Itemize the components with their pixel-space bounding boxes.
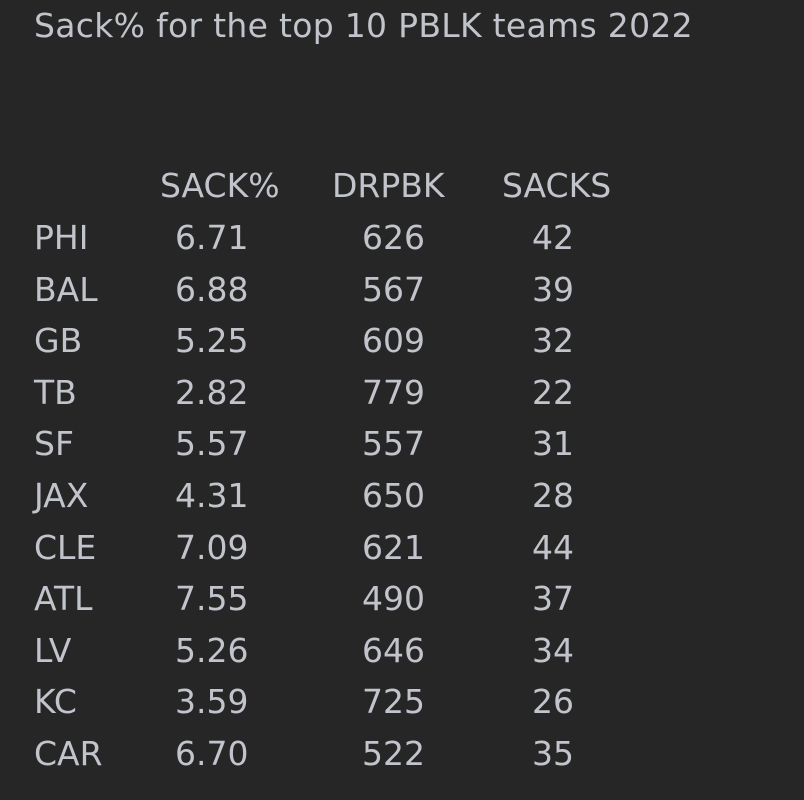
- drpbk-cell: 567: [362, 269, 425, 309]
- team-cell: SF: [34, 424, 74, 464]
- sacks-cell: 28: [532, 476, 574, 515]
- sack-pct-cell: 6.70: [175, 734, 249, 773]
- column-header-sacks: SACKS: [502, 166, 612, 205]
- column-header-drpbk: DRPBK: [332, 166, 445, 205]
- sacks-cell: 26: [532, 682, 574, 722]
- sack-pct-cell: 6.71: [175, 218, 249, 257]
- sack-pct-cell: 6.88: [175, 269, 249, 309]
- team-cell: KC: [34, 682, 77, 722]
- sacks-cell: 44: [532, 527, 574, 567]
- team-cell: TB: [34, 372, 77, 412]
- drpbk-cell: 609: [362, 321, 425, 361]
- sacks-cell: 42: [532, 218, 574, 257]
- sack-pct-cell: 7.55: [175, 579, 249, 619]
- sacks-cell: 34: [532, 630, 574, 670]
- team-cell: CAR: [34, 734, 103, 773]
- page-title: Sack% for the top 10 PBLK teams 2022: [34, 6, 693, 45]
- sacks-cell: 31: [532, 424, 574, 464]
- team-cell: CLE: [34, 527, 97, 567]
- team-cell: ATL: [34, 579, 93, 619]
- drpbk-cell: 725: [362, 682, 425, 722]
- sacks-cell: 39: [532, 269, 574, 309]
- drpbk-cell: 779: [362, 372, 425, 412]
- sack-pct-cell: 5.26: [175, 630, 249, 670]
- drpbk-cell: 522: [362, 734, 425, 773]
- drpbk-cell: 646: [362, 630, 425, 670]
- team-cell: PHI: [34, 218, 89, 257]
- sacks-cell: 22: [532, 372, 574, 412]
- drpbk-cell: 621: [362, 527, 425, 567]
- drpbk-cell: 490: [362, 579, 425, 619]
- drpbk-cell: 557: [362, 424, 425, 464]
- sack-pct-cell: 2.82: [175, 372, 249, 412]
- sack-pct-cell: 7.09: [175, 527, 249, 567]
- team-cell: JAX: [34, 476, 89, 515]
- drpbk-cell: 650: [362, 476, 425, 515]
- team-cell: LV: [34, 630, 72, 670]
- team-cell: BAL: [34, 269, 98, 309]
- sack-pct-cell: 4.31: [175, 476, 249, 515]
- sacks-cell: 35: [532, 734, 574, 773]
- sack-pct-cell: 3.59: [175, 682, 249, 722]
- sack-pct-cell: 5.25: [175, 321, 249, 361]
- drpbk-cell: 626: [362, 218, 425, 257]
- sacks-cell: 32: [532, 321, 574, 361]
- team-cell: GB: [34, 321, 83, 361]
- sacks-cell: 37: [532, 579, 574, 619]
- column-header-sack-pct: SACK%: [160, 166, 280, 205]
- sack-pct-cell: 5.57: [175, 424, 249, 464]
